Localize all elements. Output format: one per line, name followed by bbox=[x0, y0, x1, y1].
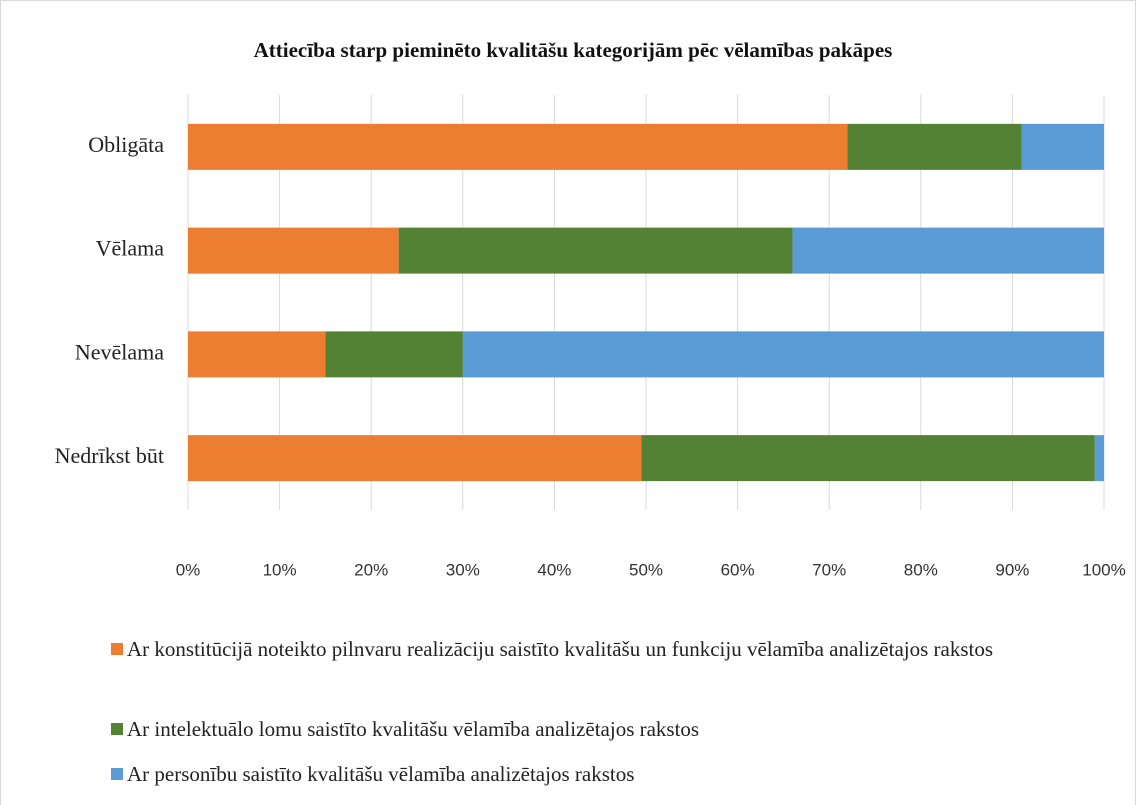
x-tick-label: 0% bbox=[176, 560, 201, 579]
bar-segment bbox=[188, 123, 848, 170]
y-tick-label: Obligāta bbox=[88, 132, 164, 157]
y-tick-label: Nevēlama bbox=[75, 339, 164, 364]
legend-label: Ar konstitūcijā noteikto pilnvaru realiz… bbox=[127, 637, 994, 661]
x-tick-label: 10% bbox=[263, 560, 297, 579]
legend-swatch bbox=[111, 723, 123, 735]
x-tick-label: 60% bbox=[721, 560, 755, 579]
chart-title: Attiecība starp pieminēto kvalitāšu kate… bbox=[254, 38, 893, 62]
bar-segment bbox=[847, 123, 1022, 170]
x-tick-label: 30% bbox=[446, 560, 480, 579]
bar-segment bbox=[792, 227, 1104, 274]
x-tick-label: 80% bbox=[904, 560, 938, 579]
bar-segment bbox=[398, 227, 793, 274]
legend-label: Ar intelektuālo lomu saistīto kvalitāšu … bbox=[127, 717, 700, 741]
bar-segment bbox=[641, 435, 1095, 482]
x-tick-label: 50% bbox=[629, 560, 663, 579]
legend-item: Ar intelektuālo lomu saistīto kvalitāšu … bbox=[111, 716, 1101, 743]
x-tick-label: 20% bbox=[354, 560, 388, 579]
bar-segment bbox=[188, 227, 399, 274]
bar-segment bbox=[1021, 123, 1104, 170]
bar-segment bbox=[188, 331, 326, 378]
legend-item: Ar personību saistīto kvalitāšu vēlamība… bbox=[111, 761, 1101, 788]
x-tick-label: 90% bbox=[995, 560, 1029, 579]
x-tick-label: 40% bbox=[537, 560, 571, 579]
y-tick-label: Vēlama bbox=[96, 236, 165, 261]
legend-swatch bbox=[111, 643, 123, 655]
legend-label: Ar personību saistīto kvalitāšu vēlamība… bbox=[127, 762, 635, 786]
legend-swatch bbox=[111, 768, 123, 780]
bar-segment bbox=[1094, 435, 1104, 482]
bar-segment bbox=[325, 331, 463, 378]
legend-item: Ar konstitūcijā noteikto pilnvaru realiz… bbox=[111, 636, 1101, 663]
bar-segment bbox=[188, 435, 642, 482]
bar-segment bbox=[462, 331, 1104, 378]
x-tick-label: 70% bbox=[812, 560, 846, 579]
y-tick-label: Nedrīkst būt bbox=[55, 443, 164, 468]
x-tick-label: 100% bbox=[1082, 560, 1125, 579]
